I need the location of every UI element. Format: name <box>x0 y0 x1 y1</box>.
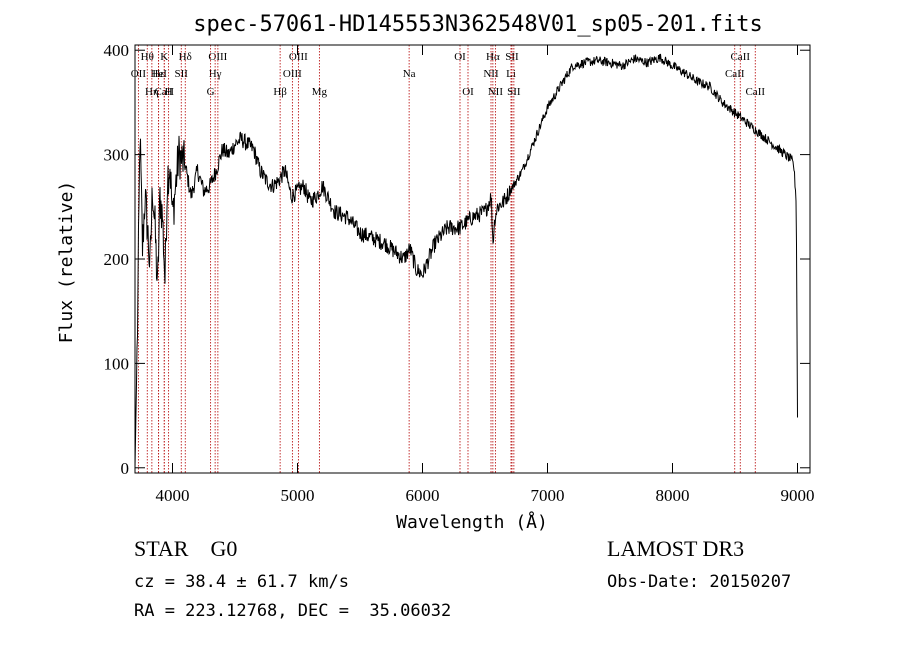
x-tick-label: 8000 <box>656 486 690 505</box>
line-marker-label: OIII <box>283 68 302 80</box>
line-marker-label: NII <box>488 86 504 98</box>
line-marker-label: Hη <box>145 86 159 98</box>
y-tick-label: 400 <box>104 41 130 60</box>
obs-date: Obs-Date: 20150207 <box>607 572 792 592</box>
y-tick-label: 100 <box>104 354 130 373</box>
redshift-readout: cz = 38.4 ± 61.7 km/s <box>134 572 349 592</box>
line-marker-label: Hβ <box>273 86 287 98</box>
line-marker-label: Hα <box>486 51 500 63</box>
line-marker-label: OII <box>131 68 147 80</box>
line-marker-label: Hε <box>152 68 165 80</box>
line-marker-label: G <box>207 86 215 98</box>
x-tick-label: 5000 <box>281 486 315 505</box>
coordinates: RA = 223.12768, DEC = 35.06032 <box>134 601 452 621</box>
spectrum-line <box>134 53 798 468</box>
y-tick-label: 200 <box>104 250 130 269</box>
object-type: STAR <box>134 536 189 561</box>
y-tick-label: 0 <box>121 459 130 478</box>
line-marker-label: SII <box>175 68 189 80</box>
line-marker-label: CaII <box>154 86 174 98</box>
x-tick-label: 7000 <box>531 486 565 505</box>
object-classification: STAR G0 <box>134 536 237 562</box>
x-tick-label: 6000 <box>406 486 440 505</box>
line-marker-label: OIII <box>208 51 227 63</box>
line-marker-label: HeI <box>150 68 167 80</box>
x-axis-label: Wavelength (Å) <box>396 511 548 533</box>
y-axis-label: Flux (relative) <box>56 181 77 344</box>
x-tick-label: 4000 <box>156 486 190 505</box>
line-marker-label: NII <box>483 68 499 80</box>
line-marker-label: Hδ <box>179 51 192 63</box>
line-marker-label: Hθ <box>141 51 154 63</box>
subclass: G0 <box>210 536 238 561</box>
line-marker-label: SII <box>505 51 519 63</box>
line-marker-label: OI <box>462 86 474 98</box>
line-marker-label: OI <box>454 51 466 63</box>
line-marker-label: Mg <box>312 86 328 98</box>
y-tick-label: 300 <box>104 146 130 165</box>
line-marker-label: Hγ <box>209 68 222 80</box>
line-marker-label: CaII <box>725 68 745 80</box>
line-marker-label: SII <box>507 86 521 98</box>
line-marker-label: CaII <box>730 51 750 63</box>
chart-title: spec-57061-HD145553N362548V01_sp05-201.f… <box>193 12 763 37</box>
line-marker-label: Li <box>506 68 516 80</box>
line-marker-label: OIII <box>289 51 308 63</box>
line-marker-label: H <box>165 86 173 98</box>
line-marker-label: Na <box>403 68 416 80</box>
survey-name: LAMOST DR3 <box>607 536 745 561</box>
line-marker-label: CaII <box>745 86 765 98</box>
line-marker-label: K <box>160 51 168 63</box>
x-tick-label: 9000 <box>781 486 815 505</box>
plot-frame <box>134 44 811 474</box>
